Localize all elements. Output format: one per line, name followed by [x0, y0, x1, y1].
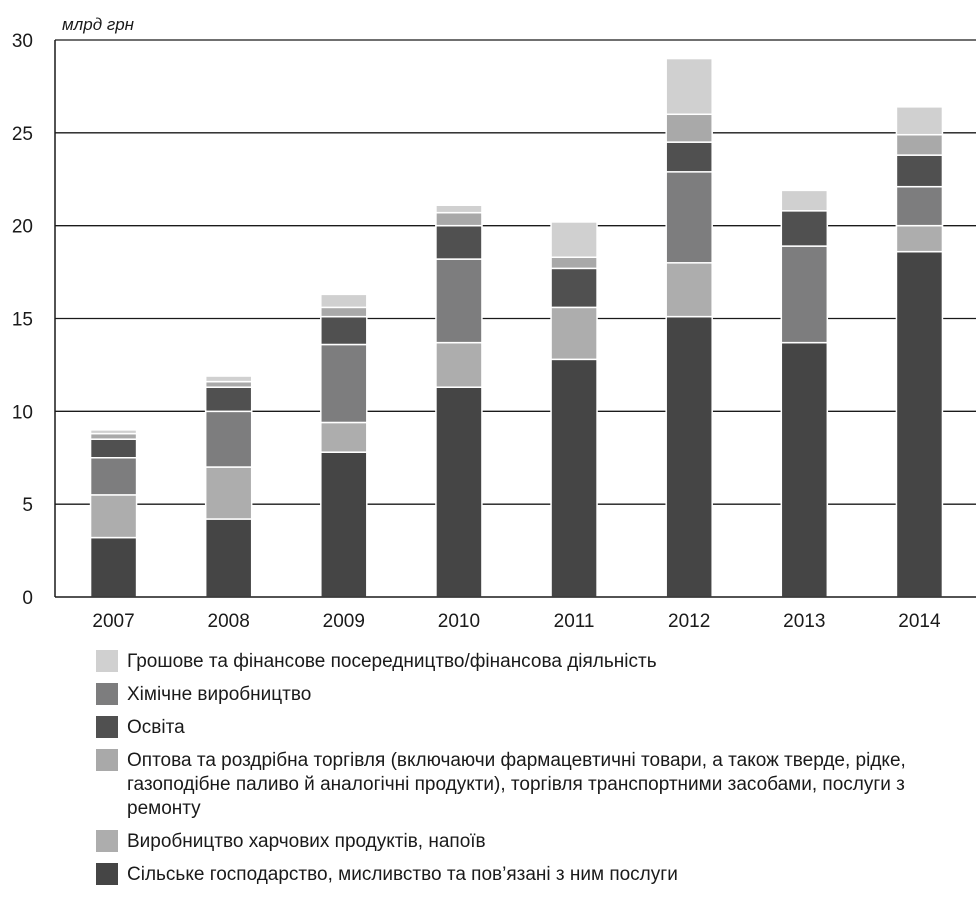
legend-swatch [96, 830, 118, 852]
bar-segment [320, 421, 368, 453]
bar-segment [89, 429, 138, 435]
legend-label: Хімічне виробництво [127, 684, 312, 705]
bar-segment [665, 315, 713, 598]
bar-segment [435, 224, 483, 260]
bar-segment [320, 293, 368, 309]
bar-segment [204, 518, 253, 598]
bar-segment [89, 457, 138, 496]
legend-swatch [96, 683, 118, 705]
bar-segment [435, 258, 483, 344]
bar-segment [895, 250, 944, 598]
bar-segment [895, 133, 944, 156]
x-tick-label: 2007 [92, 611, 134, 632]
bar-segment [435, 211, 483, 227]
bar-segment [665, 171, 713, 264]
x-tick-label: 2009 [323, 611, 365, 632]
bar-segment [204, 375, 253, 383]
bar-segment [89, 494, 138, 539]
y-tick-label: 25 [12, 124, 33, 145]
bar-segment [320, 306, 368, 318]
legend-label: Сільське господарство, мисливство та пов… [127, 864, 678, 885]
bar-segment [550, 256, 598, 270]
y-tick-label: 10 [12, 402, 33, 423]
bar-segment [204, 386, 253, 413]
y-tick-label: 5 [22, 495, 33, 516]
bar-segment [320, 343, 368, 424]
y-tick-label: 20 [12, 217, 33, 238]
grid-lines [55, 39, 976, 505]
bar-segment [780, 210, 829, 247]
bar-segment [204, 410, 253, 468]
x-tick-label: 2013 [783, 611, 825, 632]
legend-label: Освіта [127, 717, 185, 738]
legend-swatch [96, 749, 118, 771]
bar-segment [204, 466, 253, 520]
bar-segment [550, 221, 598, 258]
legend-item: Виробництво харчових продуктів, напоїв [96, 830, 966, 854]
bar-segment [550, 306, 598, 361]
y-axis-unit-label: млрд грн [62, 15, 135, 34]
y-tick-label: 15 [12, 310, 33, 331]
legend-label: Оптова та роздрібна торгівля (включаючи … [127, 750, 906, 819]
legend: Грошове та фінансове посередництво/фінан… [96, 650, 966, 896]
x-tick-label: 2008 [208, 611, 250, 632]
bar-segment [320, 315, 368, 346]
bar-segment [435, 341, 483, 388]
legend-item: Оптова та роздрібна торгівля (включаючи … [96, 749, 966, 821]
bar-segment [665, 141, 713, 173]
x-tick-label: 2014 [898, 611, 941, 632]
bars [89, 57, 944, 598]
axes [54, 40, 976, 598]
x-tick-label: 2012 [668, 611, 710, 632]
legend-swatch [96, 650, 118, 672]
stacked-bar-chart: 0 5 10 15 20 25 30 млрд грн 2007 2008 2009 2010 2011… [12, 15, 976, 632]
x-tick-label: 2011 [554, 611, 595, 632]
legend-item: Освіта [96, 716, 966, 740]
bar-segment [895, 106, 944, 136]
bar-segment [550, 267, 598, 309]
legend-label: Виробництво харчових продуктів, напоїв [127, 831, 486, 852]
bar-segment [435, 204, 483, 214]
legend-item: Грошове та фінансове посередництво/фінан… [96, 650, 966, 674]
bar-segment [895, 154, 944, 188]
bar-segment [780, 341, 829, 598]
legend-item: Сільське господарство, мисливство та пов… [96, 863, 966, 887]
y-tick-label: 0 [22, 588, 33, 609]
bar-segment [895, 224, 944, 253]
x-tick-label: 2010 [438, 611, 480, 632]
bar-segment [89, 536, 138, 598]
bar-segment [665, 113, 713, 143]
bar-segment [780, 245, 829, 344]
bar-segment [665, 57, 713, 116]
bar-segment [780, 189, 829, 212]
bar-segment [895, 185, 944, 227]
bar-segment [550, 358, 598, 598]
bar-segment [89, 432, 138, 440]
bar-segment [320, 451, 368, 598]
tick-labels: 0 5 10 15 20 25 30 млрд грн 2007 2008 2009 2010 2011… [12, 15, 941, 632]
y-tick-label: 30 [12, 31, 33, 52]
legend-swatch [96, 716, 118, 738]
legend-item: Хімічне виробництво [96, 683, 966, 707]
bar-segment [204, 380, 253, 388]
bar-segment [89, 438, 138, 459]
bar-segment [665, 262, 713, 318]
legend-label: Грошове та фінансове посередництво/фінан… [127, 651, 657, 672]
legend-swatch [96, 863, 118, 885]
bar-segment [435, 386, 483, 598]
